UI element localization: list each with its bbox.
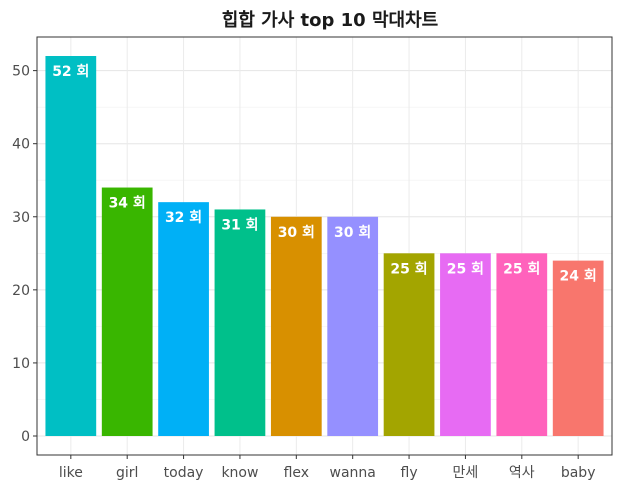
y-tick-label: 30 xyxy=(12,210,30,226)
bar-만세 xyxy=(440,253,491,436)
bar-girl xyxy=(101,187,153,436)
plot-border xyxy=(36,36,613,456)
y-tick-label: 10 xyxy=(12,356,30,372)
x-tick-label-today: today xyxy=(164,465,204,481)
bar-wanna xyxy=(327,216,379,436)
y-tick-label: 50 xyxy=(12,64,30,80)
x-axis-ticks: like girl today know flex wanna fly 만세 역사 baby xyxy=(59,455,596,481)
bar-fly xyxy=(383,253,435,436)
bar-label-역사: 25 회 xyxy=(503,261,540,277)
bar-labels: 52 회 34 회 32 회 31 회 30 회 30 회 25 회 25 회 25 회 24 회 xyxy=(52,64,597,285)
bar-label-know: 31 회 xyxy=(221,217,258,233)
x-tick-label-fly: fly xyxy=(401,465,418,481)
y-tick-label: 0 xyxy=(21,429,30,445)
bar-label-flex: 30 회 xyxy=(278,225,315,241)
x-tick-label-역사: 역사 xyxy=(509,465,535,481)
bar-역사 xyxy=(496,253,548,436)
bar-label-today: 32 회 xyxy=(165,210,202,226)
bar-label-girl: 34 회 xyxy=(109,196,146,212)
bar-baby xyxy=(552,260,604,436)
x-tick-label-know: know xyxy=(221,465,258,481)
y-tick-label: 20 xyxy=(12,283,30,299)
bar-label-baby: 24 회 xyxy=(560,269,597,285)
bar-label-만세: 25 회 xyxy=(447,261,484,277)
bars xyxy=(45,56,604,436)
x-tick-label-만세: 만세 xyxy=(453,465,479,481)
x-tick-label-girl: girl xyxy=(116,465,138,481)
y-tick-label: 40 xyxy=(12,137,30,153)
x-tick-label-wanna: wanna xyxy=(330,465,376,481)
bar-flex xyxy=(270,216,322,436)
x-tick-label-flex: flex xyxy=(284,465,309,481)
x-tick-label-baby: baby xyxy=(561,465,596,481)
bar-label-fly: 25 회 xyxy=(390,261,427,277)
chart-title: 힙합 가사 top 10 막대차트 xyxy=(222,9,438,31)
x-tick-label-like: like xyxy=(59,465,83,481)
bar-label-wanna: 30 회 xyxy=(334,225,371,241)
bar-like xyxy=(45,56,97,436)
bar-know xyxy=(214,209,266,436)
bar-today xyxy=(158,202,209,436)
bar-label-like: 52 회 xyxy=(52,64,89,80)
y-axis-ticks: 0 10 20 30 40 50 xyxy=(12,64,37,445)
